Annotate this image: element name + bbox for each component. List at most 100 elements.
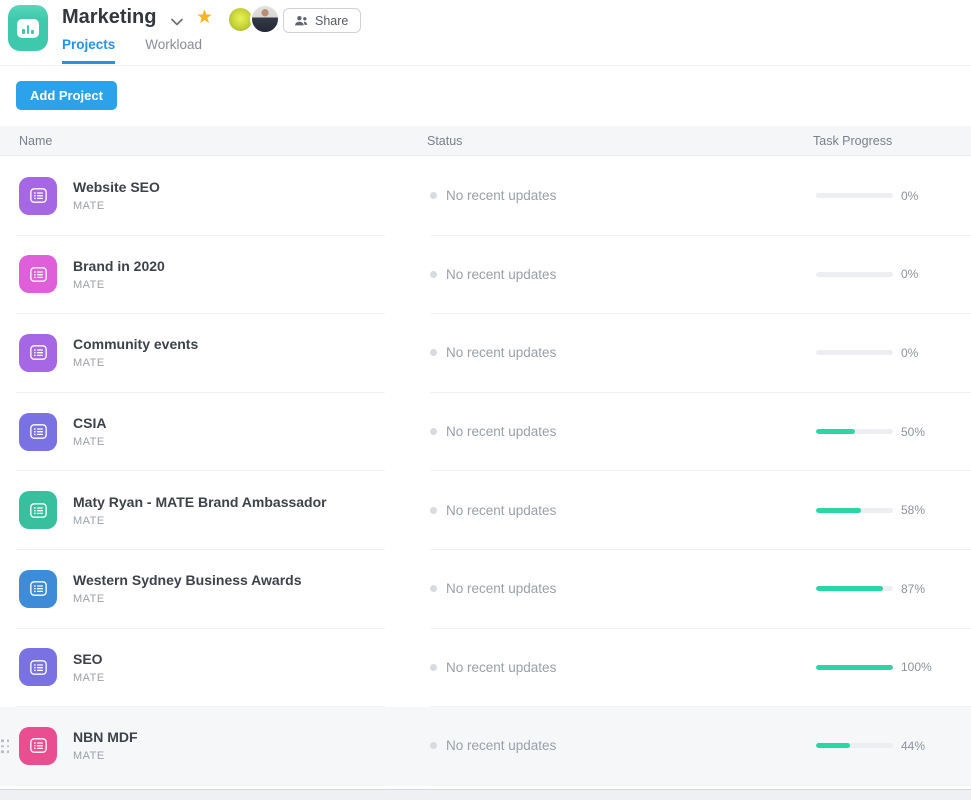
column-header-name[interactable]: Name [19, 134, 53, 148]
progress-percentage: 44% [901, 738, 926, 753]
project-row[interactable]: SEO MATE No recent updates 100% [0, 629, 971, 708]
progress-bar [816, 271, 893, 277]
page-bottom-edge [0, 789, 971, 800]
status-dot-icon [430, 428, 437, 436]
task-progress: 0% [816, 267, 918, 281]
project-row[interactable]: Community events MATE No recent updates … [0, 314, 971, 393]
project-status-cell: No recent updates 0% [430, 236, 971, 315]
progress-bar [816, 743, 893, 749]
project-row[interactable]: Brand in 2020 MATE No recent updates 0% [0, 236, 971, 315]
task-progress: 87% [816, 582, 925, 596]
project-list-icon[interactable] [19, 569, 57, 608]
project-titles: CSIA MATE [73, 415, 106, 448]
status-dot-icon [430, 349, 437, 357]
project-titles: Community events MATE [73, 336, 198, 369]
project-status-cell: No recent updates 0% [430, 157, 971, 236]
chevron-down-icon[interactable] [168, 13, 186, 31]
page-title: Marketing [62, 6, 157, 28]
project-row[interactable]: Western Sydney Business Awards MATE No r… [0, 550, 971, 629]
project-name-cell: Brand in 2020 MATE [16, 236, 385, 315]
progress-bar [816, 507, 893, 513]
project-list-icon[interactable] [19, 412, 57, 451]
share-label: Share [315, 13, 349, 28]
project-row[interactable]: Website SEO MATE No recent updates 0% [0, 157, 971, 236]
progress-percentage: 100% [901, 660, 932, 675]
status-text: No recent updates [446, 188, 557, 204]
progress-percentage: 50% [901, 424, 926, 439]
project-name[interactable]: Website SEO [73, 179, 160, 196]
project-subtitle: MATE [73, 436, 105, 449]
status-text: No recent updates [446, 581, 557, 597]
share-button[interactable]: Share [283, 8, 362, 33]
project-subtitle: MATE [73, 750, 105, 763]
project-list-icon[interactable] [19, 333, 57, 372]
project-name-cell: Community events MATE [16, 314, 385, 393]
status-text: No recent updates [446, 424, 557, 440]
project-subtitle: MATE [73, 357, 105, 370]
project-list-icon[interactable] [19, 176, 57, 215]
avatar[interactable] [227, 6, 254, 33]
project-titles: Maty Ryan - MATE Brand Ambassador MATE [73, 494, 327, 527]
project-status-cell: No recent updates 44% [430, 707, 971, 786]
task-progress: 0% [816, 346, 918, 360]
project-status-cell: No recent updates 58% [430, 471, 971, 550]
project-status-cell: No recent updates 50% [430, 393, 971, 472]
project-name[interactable]: Western Sydney Business Awards [73, 572, 302, 589]
task-progress: 44% [816, 739, 925, 753]
project-row[interactable]: NBN MDF MATE No recent updates 44% [0, 707, 971, 786]
project-name[interactable]: Brand in 2020 [73, 257, 165, 274]
project-list-icon[interactable] [19, 648, 57, 687]
status-dot-icon [430, 663, 437, 671]
workspace-icon[interactable] [8, 5, 48, 51]
status-text: No recent updates [446, 345, 557, 361]
status-dot-icon [430, 506, 437, 514]
project-name-cell: Website SEO MATE [16, 157, 385, 236]
progress-percentage: 58% [901, 503, 926, 518]
project-list-icon[interactable] [19, 491, 57, 530]
project-row[interactable]: Maty Ryan - MATE Brand Ambassador MATE N… [0, 471, 971, 550]
project-subtitle: MATE [73, 200, 105, 213]
progress-bar [816, 193, 893, 199]
project-subtitle: MATE [73, 671, 105, 684]
progress-bar-fill [816, 507, 861, 513]
tab-workload[interactable]: Workload [145, 37, 203, 52]
progress-bar-fill [816, 743, 850, 749]
task-progress: 58% [816, 503, 925, 517]
progress-bar [816, 429, 893, 435]
project-titles: NBN MDF MATE [73, 729, 138, 762]
add-project-button[interactable]: Add Project [16, 81, 117, 110]
project-name[interactable]: Community events [73, 336, 199, 353]
status-dot-icon [430, 585, 437, 593]
drag-handle-icon[interactable] [1, 739, 9, 754]
project-name[interactable]: Maty Ryan - MATE Brand Ambassador [73, 493, 327, 510]
project-subtitle: MATE [73, 593, 105, 606]
column-header-status[interactable]: Status [427, 134, 463, 148]
column-header-task-progress[interactable]: Task Progress [813, 134, 893, 148]
page-header: Marketing ★ Share Projects Workload [0, 0, 971, 66]
status-dot-icon [430, 742, 437, 750]
project-name-cell: NBN MDF MATE [16, 707, 385, 786]
project-status-cell: No recent updates 0% [430, 314, 971, 393]
status-text: No recent updates [446, 659, 557, 675]
project-list-icon[interactable] [19, 726, 57, 765]
project-row[interactable]: CSIA MATE No recent updates 50% [0, 393, 971, 472]
status-text: No recent updates [446, 266, 557, 282]
project-titles: SEO MATE [73, 651, 105, 684]
project-name[interactable]: CSIA [73, 415, 107, 432]
project-titles: Brand in 2020 MATE [73, 258, 165, 291]
progress-bar-fill [816, 586, 883, 592]
project-subtitle: MATE [73, 514, 105, 527]
project-list-icon[interactable] [19, 255, 57, 294]
project-name-cell: SEO MATE [16, 629, 385, 708]
people-icon [295, 15, 308, 25]
tab-projects[interactable]: Projects [62, 37, 116, 64]
favorite-star-icon[interactable]: ★ [196, 7, 214, 28]
project-name[interactable]: NBN MDF [73, 729, 138, 746]
status-dot-icon [430, 192, 437, 200]
progress-percentage: 87% [901, 581, 926, 596]
task-progress: 0% [816, 189, 918, 203]
project-status-cell: No recent updates 100% [430, 629, 971, 708]
progress-percentage: 0% [901, 345, 919, 360]
project-name[interactable]: SEO [73, 650, 103, 667]
avatar[interactable] [250, 4, 280, 34]
